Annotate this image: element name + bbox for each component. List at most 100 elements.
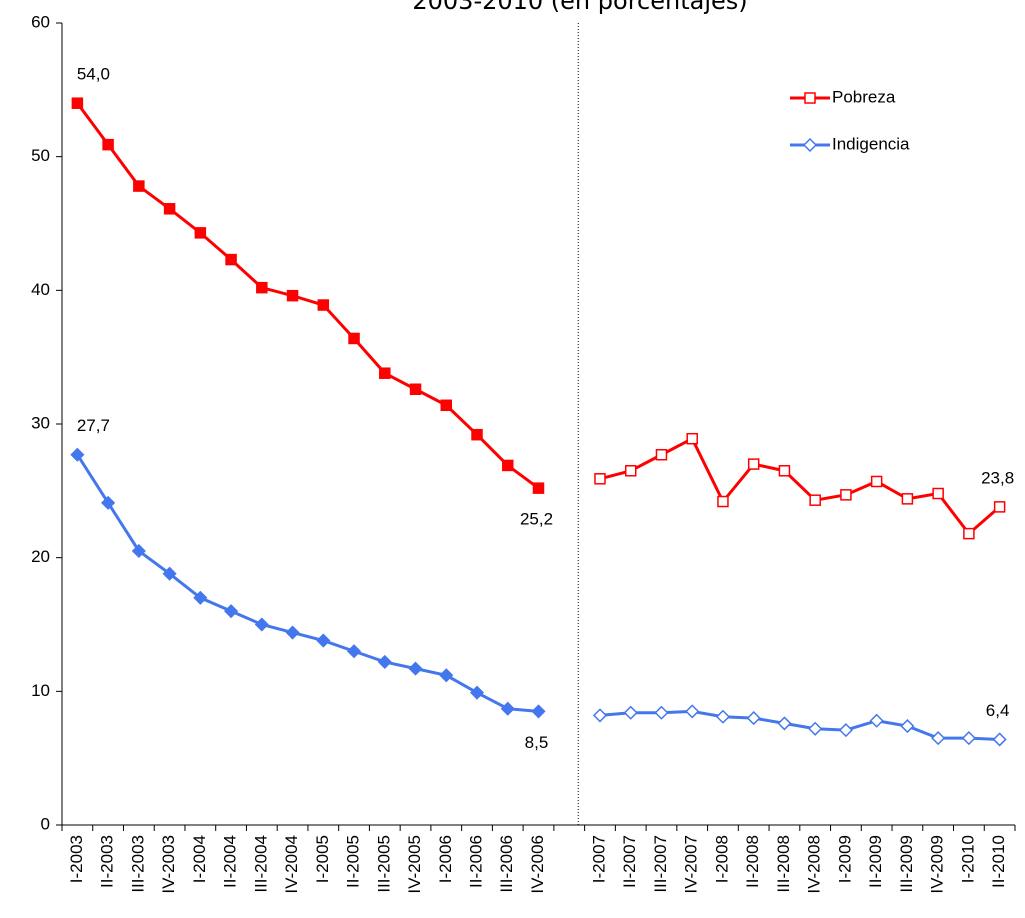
point (502, 459, 514, 472)
point (778, 465, 791, 477)
point (225, 253, 237, 266)
point (440, 399, 453, 412)
x-tick-label: II-2007 (620, 835, 639, 888)
value-label: 23,8 (981, 468, 1014, 487)
x-tick-label: IV-2007 (682, 835, 701, 894)
point (500, 701, 515, 716)
x-tick-label: III-2009 (897, 835, 916, 893)
point (870, 475, 883, 488)
series-line (76, 453, 1000, 741)
point (809, 494, 821, 506)
point (624, 465, 637, 477)
point (869, 713, 884, 728)
point (808, 721, 823, 736)
x-tick-label: III-2006 (497, 835, 516, 893)
value-label: 8,5 (525, 733, 549, 752)
point (193, 590, 208, 605)
legend-marker (804, 92, 816, 104)
x-tick-label: IV-2004 (282, 835, 301, 894)
point (256, 281, 268, 294)
point (686, 432, 698, 445)
x-tick-label: I-2007 (589, 835, 608, 883)
point (194, 227, 207, 239)
legend-label: Indigencia (832, 134, 910, 153)
point (747, 458, 760, 470)
point (715, 709, 731, 724)
y-tick-label: 0 (41, 814, 50, 833)
x-tick-label: II-2009 (866, 835, 885, 888)
chart-title: 2003-2010 (en porcentajes) (412, 0, 747, 15)
point (286, 289, 299, 302)
point (469, 685, 485, 700)
point (224, 604, 239, 619)
point (133, 180, 145, 192)
point (901, 493, 914, 505)
point (439, 668, 454, 683)
point (931, 731, 946, 746)
point (592, 708, 608, 723)
legend-label: Pobreza (832, 87, 896, 106)
y-tick-label: 60 (31, 12, 50, 31)
point (840, 489, 852, 501)
x-tick-label: II-2006 (467, 835, 486, 888)
x-tick-label: I-2004 (190, 835, 209, 883)
point (961, 731, 976, 746)
point (532, 482, 545, 494)
point (377, 654, 392, 669)
point (379, 367, 391, 379)
x-tick-label: I-2008 (712, 835, 731, 883)
point (70, 447, 85, 462)
x-tick-label: II-2005 (344, 835, 363, 888)
point (993, 501, 1006, 513)
point (71, 97, 84, 109)
x-tick-label: IV-2005 (405, 835, 424, 894)
point (131, 543, 146, 559)
point (471, 428, 483, 441)
point (838, 723, 853, 738)
point (746, 711, 761, 726)
y-tick-label: 20 (31, 547, 50, 566)
point (777, 716, 792, 731)
x-tick-label: IV-2009 (928, 835, 947, 894)
point (623, 705, 638, 720)
x-tick-label: II-2008 (743, 835, 762, 888)
x-tick-label: I-2010 (958, 835, 977, 883)
point (348, 332, 360, 345)
point (717, 495, 729, 508)
value-label: 27,7 (77, 416, 110, 435)
x-tick-label: I-2009 (835, 835, 854, 883)
x-tick-label: IV-2006 (528, 835, 547, 894)
point (685, 704, 700, 719)
point (408, 661, 423, 676)
x-tick-label: III-2003 (128, 835, 147, 893)
point (316, 633, 331, 648)
point (317, 299, 330, 311)
point (654, 705, 669, 720)
value-label: 6,4 (986, 701, 1010, 720)
y-tick-label: 30 (31, 413, 50, 432)
point (655, 448, 668, 461)
point (101, 495, 116, 510)
y-tick-label: 40 (31, 280, 50, 299)
x-tick-label: I-2005 (313, 835, 332, 883)
x-tick-label: I-2003 (67, 835, 86, 883)
point (346, 644, 362, 659)
x-tick-label: III-2005 (374, 835, 393, 893)
point (285, 625, 300, 640)
point (163, 203, 176, 215)
x-tick-label: I-2006 (436, 835, 455, 883)
series-line (76, 102, 1001, 536)
x-tick-label: IV-2008 (805, 835, 824, 894)
point (992, 732, 1007, 747)
value-label: 25,2 (520, 510, 553, 529)
x-tick-label: III-2007 (651, 835, 670, 893)
point (102, 138, 114, 151)
x-tick-label: III-2004 (251, 835, 270, 893)
y-tick-label: 50 (31, 146, 50, 165)
x-tick-label: II-2010 (989, 835, 1008, 888)
point (254, 617, 269, 632)
point (162, 566, 177, 581)
x-tick-label: II-2004 (221, 835, 240, 888)
x-tick-label: III-2008 (774, 835, 793, 893)
